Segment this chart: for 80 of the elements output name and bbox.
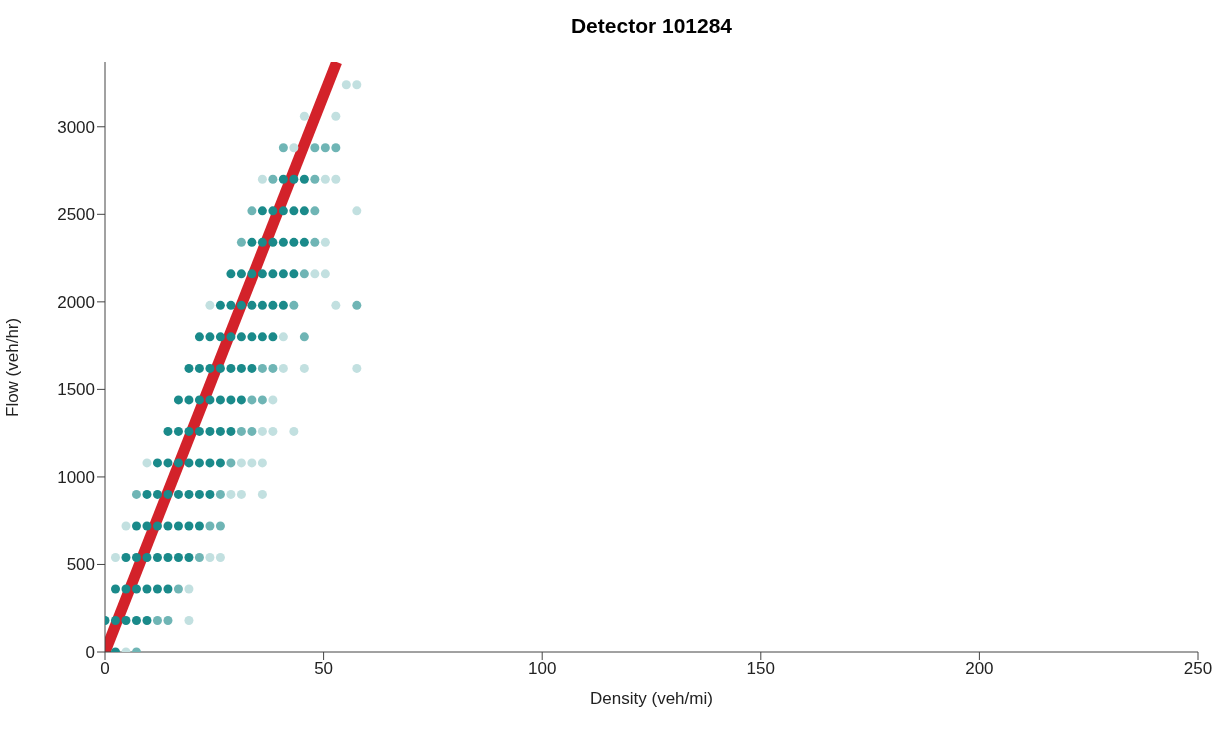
y-tick-label: 0 [85,643,95,663]
point [310,143,320,153]
point [247,206,257,216]
point [215,521,225,531]
point [205,552,215,562]
point [289,143,299,153]
point [310,237,320,247]
point [299,363,309,373]
point [352,300,362,310]
x-tick-label: 150 [746,659,775,679]
point [310,206,320,216]
point [331,143,341,153]
point [320,143,330,153]
point [341,80,351,90]
point [205,300,215,310]
y-axis-title: Flow (veh/hr) [3,317,23,417]
point [352,206,362,216]
y-tick-label: 1000 [57,467,95,487]
point [236,489,246,499]
point [278,143,288,153]
point [142,458,152,468]
x-tick-label: 0 [100,659,110,679]
point [131,489,141,499]
point [299,269,309,279]
point [247,395,257,405]
point [247,426,257,436]
point [278,363,288,373]
x-tick-label: 250 [1183,659,1213,679]
point [299,332,309,342]
point [268,395,278,405]
y-tick-label: 3000 [57,117,95,137]
point [173,584,183,594]
point [247,458,257,468]
point [257,174,267,184]
point [310,269,320,279]
point [205,521,215,531]
point [226,489,236,499]
y-tick-label: 1500 [57,380,95,400]
y-tick-label: 2000 [57,292,95,312]
x-tick-label: 100 [528,659,557,679]
chart-title: Detector 101284 [569,14,734,38]
point [299,111,309,121]
x-axis-title: Density (veh/mi) [590,689,713,708]
point [257,363,267,373]
point [320,269,330,279]
point [215,552,225,562]
point [268,426,278,436]
point [257,489,267,499]
point [278,332,288,342]
point [257,426,267,436]
y-tick-label: 2500 [57,205,95,225]
point [257,395,267,405]
point [289,426,299,436]
point [226,458,236,468]
y-tick-label: 500 [66,555,95,575]
point [236,237,246,247]
point [352,80,362,90]
x-tick-label: 50 [314,659,334,679]
point [215,489,225,499]
point [352,363,362,373]
point [184,615,194,625]
point [110,552,120,562]
point [331,300,341,310]
point [184,584,194,594]
point [320,174,330,184]
point [310,174,320,184]
point [236,458,246,468]
point [289,300,299,310]
point [331,111,341,121]
point [152,615,162,625]
point [236,426,246,436]
point [194,552,204,562]
point [268,363,278,373]
point [163,615,173,625]
x-tick-label: 200 [965,659,994,679]
point [121,521,131,531]
point [257,458,267,468]
point [331,174,341,184]
point [268,174,278,184]
point [320,237,330,247]
